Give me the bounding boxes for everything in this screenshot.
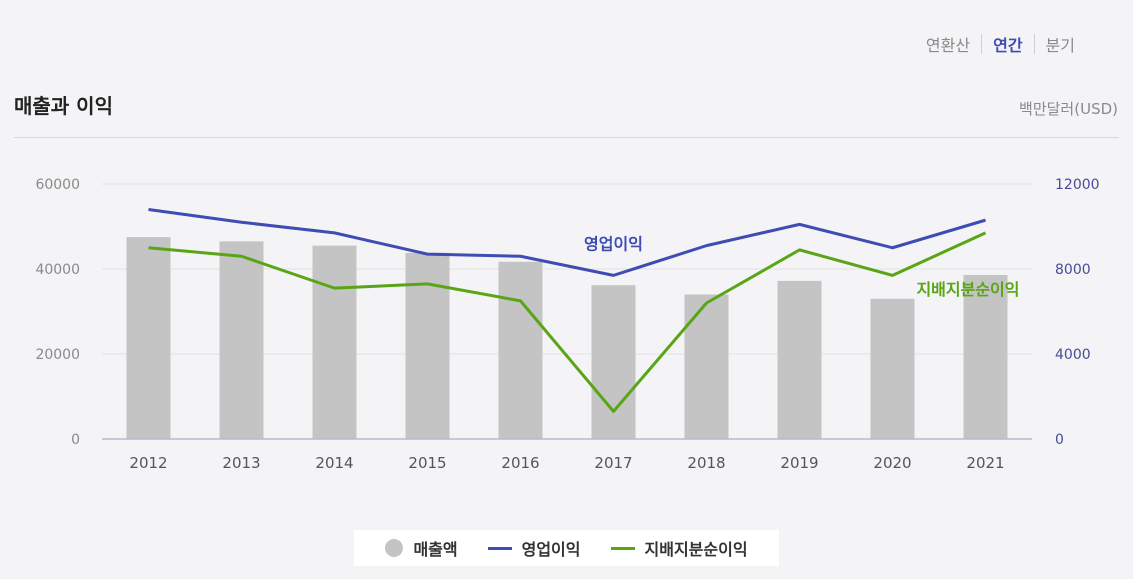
legend-item-operating[interactable]: 영업이익 <box>487 536 581 560</box>
line-operating-profit <box>148 208 986 277</box>
chart-legend: 매출액 영업이익 지배지분순이익 <box>354 530 779 566</box>
unit-label: 백만달러(USD) <box>1019 100 1118 118</box>
tab-separator <box>981 34 983 54</box>
tab-annualized[interactable]: 연환산 <box>925 36 971 55</box>
right-axis-tick-label: 12000 <box>1055 177 1100 193</box>
tab-separator <box>1033 34 1035 54</box>
tab-quarterly[interactable]: 분기 <box>1045 36 1075 55</box>
legend-line-icon <box>610 546 635 550</box>
left-axis-tick-label: 0 <box>71 432 80 448</box>
bar-revenue <box>963 274 1008 439</box>
bar-revenue <box>126 237 171 439</box>
bar-revenue <box>405 252 450 439</box>
x-axis-tick-label: 2019 <box>780 454 818 472</box>
x-axis-tick-label: 2014 <box>315 454 353 472</box>
x-axis-tick-label: 2017 <box>594 454 632 472</box>
x-axis-tick-label: 2021 <box>966 454 1004 472</box>
title-divider <box>14 137 1119 138</box>
x-axis-tick-label: 2015 <box>408 454 446 472</box>
x-axis-tick-label: 2018 <box>687 454 725 472</box>
bar-revenue <box>591 285 636 439</box>
tab-annual[interactable]: 연간 <box>993 36 1023 55</box>
period-tabs: 연환산 연간 분기 <box>915 32 1086 56</box>
left-axis-tick-label: 40000 <box>35 262 80 278</box>
legend-dot-icon <box>385 539 404 557</box>
annotation-net-profit: 지배지분순이익 <box>916 280 1019 299</box>
left-axis-tick-label: 60000 <box>35 177 80 193</box>
bar-revenue <box>312 245 357 439</box>
x-axis-tick-label: 2020 <box>873 454 911 472</box>
right-axis-tick-label: 4000 <box>1055 347 1091 363</box>
bar-revenue <box>777 280 822 439</box>
legend-label-revenue: 매출액 <box>413 540 458 559</box>
left-axis-tick-label: 20000 <box>35 347 80 363</box>
legend-line-icon <box>487 546 512 550</box>
legend-label-net: 지배지분순이익 <box>644 540 748 559</box>
right-axis-tick-label: 8000 <box>1055 262 1091 278</box>
bar-revenue <box>870 298 915 439</box>
legend-label-operating: 영업이익 <box>521 540 581 559</box>
x-axis-tick-label: 2013 <box>222 454 260 472</box>
annotation-operating-profit: 영업이익 <box>584 234 643 253</box>
chart-title: 매출과 이익 <box>14 94 113 118</box>
x-axis-tick-label: 2016 <box>501 454 539 472</box>
bar-revenue <box>219 241 264 439</box>
line-net-profit <box>148 231 987 413</box>
legend-item-revenue[interactable]: 매출액 <box>385 536 458 560</box>
bar-revenue <box>684 294 729 439</box>
bar-revenue <box>498 261 543 439</box>
x-axis-tick-label: 2012 <box>129 454 167 472</box>
legend-item-net[interactable]: 지배지분순이익 <box>610 536 748 560</box>
right-axis-tick-label: 0 <box>1055 432 1064 448</box>
